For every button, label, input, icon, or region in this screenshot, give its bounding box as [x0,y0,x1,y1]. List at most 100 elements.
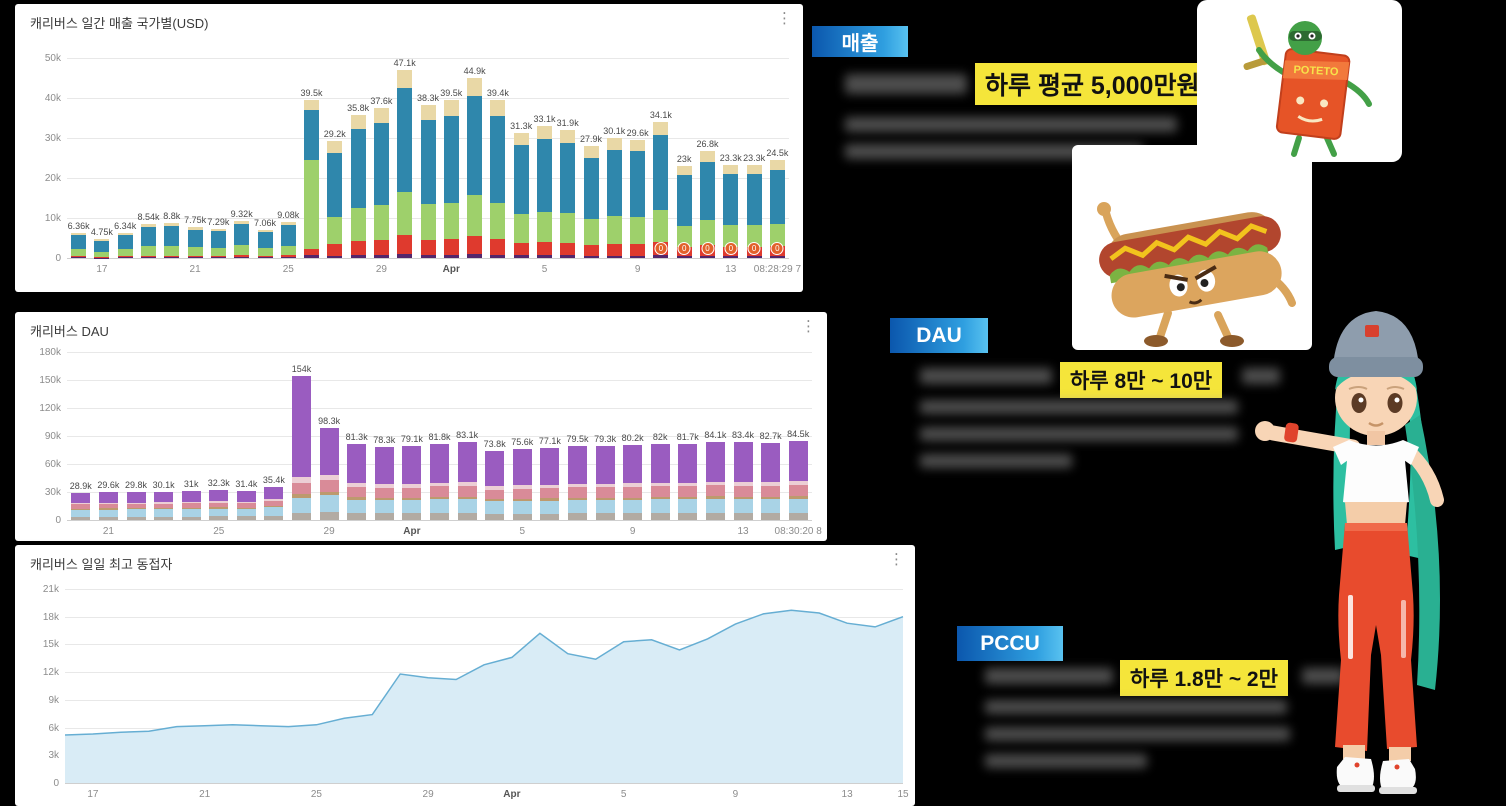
bar-value-label: 81.3k [345,432,368,443]
bar-segment [257,248,273,257]
bar-segment [209,502,229,508]
bar [457,442,477,520]
y-axis-tick-label: 30k [44,133,61,144]
panel-menu-icon[interactable]: ⋮ [777,10,792,27]
bar-segment [678,499,698,514]
bar-segment [653,210,669,242]
bar-segment [705,498,725,513]
bar-segment [264,507,284,517]
bar-segment [347,499,367,514]
bar-value-label: 84.1k [704,429,727,440]
bar-segment [430,499,449,514]
bar-segment [676,256,692,258]
dau-badge: DAU [890,318,988,353]
ccu-chart-panel: 캐리버스 일일 최고 동접자 ⋮ 0 3k 6k 9k 12k 15k 18k 21k 17 21… [15,545,915,806]
bar-value-label: 82.7k [759,430,782,441]
bar-segment [761,513,781,520]
bar-segment [583,218,599,245]
bar-segment [485,489,505,500]
panel-menu-icon[interactable]: ⋮ [889,551,904,568]
bar-segment [705,485,725,497]
bar-segment [568,445,587,484]
bar-segment [595,500,615,514]
bar [257,229,273,258]
bar-segment [347,444,367,483]
dau-chart-panel: 캐리버스 DAU ⋮ 0 30k 60k 90k 120k 150k 180k 28.9k 29… [15,312,827,541]
bar-segment [209,508,229,517]
bar-segment [264,500,284,507]
area-series [64,609,904,783]
bar-value-label: 31.9k [556,118,579,129]
bar-segment [236,516,256,520]
gridline [67,58,789,59]
ccu-chart-plot: 0 3k 6k 9k 12k 15k 18k 21k 17 21 25 29 Apr 5 9 13 15 [15,545,915,806]
x-axis-tick-label: 13 [725,264,737,275]
bar-segment [678,486,698,498]
ccu-chart-title: 캐리버스 일일 최고 동접자 [30,557,173,572]
bar-segment [485,451,505,487]
gridline [67,408,812,409]
bar-segment [402,497,422,501]
bar-segment [164,225,180,247]
bar-segment [319,495,339,512]
panel-menu-icon[interactable]: ⋮ [801,318,816,335]
dau-highlight: 하루 8만 ~ 10만 [1060,362,1223,398]
bar-segment [583,255,599,258]
avatar-character-image [1245,295,1506,806]
x-axis-tick-label: 29 [323,526,335,537]
bar-value-label: 29.6k [97,480,120,491]
bar-segment [210,231,226,249]
zero-marker-badge: 0 [701,242,714,255]
bar-value-label: 39.5k [300,88,323,98]
bar-segment [540,448,560,485]
bar-segment [126,492,146,503]
bar [397,69,413,258]
dau-chart-plot: 0 30k 60k 90k 120k 150k 180k 28.9k 29.6k 29.8k 30.… [15,312,827,541]
bar [280,221,296,258]
x-axis-tick-label: Apr [503,789,521,800]
bar-segment [402,487,422,498]
bar-segment [457,482,477,486]
bar-segment [485,499,505,502]
bar-segment [98,516,118,520]
bar-value-label: 39.5k [440,88,463,98]
x-axis-tick-label: 29 [375,264,387,275]
y-axis-tick-label: 0 [53,778,59,789]
bar-segment [788,441,808,482]
bar-segment [653,121,669,136]
bar-segment [234,257,250,258]
x-axis-tick-label: 5 [541,264,548,275]
bar-segment [761,486,781,497]
bar-segment [623,483,643,488]
bar-segment [512,485,532,489]
bar-segment [443,239,459,255]
bar-value-label: 84.5k [787,429,810,440]
bar-segment [347,482,367,487]
bar-value-label: 33.1k [533,113,556,124]
bar-segment [630,243,646,256]
bar-segment [443,202,459,240]
bar-segment [733,481,753,486]
bar [98,492,118,520]
bar-segment [154,508,174,510]
bar-value-label: 27.9k [579,134,603,145]
bar-segment [606,255,622,258]
bar-segment [292,494,311,499]
bar-segment [513,214,529,243]
x-axis-tick-label: 21 [199,789,211,800]
y-axis-tick-label: 40k [44,93,61,104]
x-axis-line [67,520,812,521]
bar-segment [327,217,343,244]
zero-marker-badge: 0 [770,242,784,255]
bar-segment [769,223,785,247]
bar-segment [71,249,87,257]
bar-segment [402,446,422,484]
bar-segment [467,78,483,97]
bar-segment [420,120,436,205]
x-axis-tick-label: 9 [732,789,739,800]
bar [373,107,389,258]
bar-segment [650,486,670,498]
bar-value-label: 78.3k [373,434,396,445]
bar-segment [540,498,560,501]
redacted-text-line [920,454,1072,468]
